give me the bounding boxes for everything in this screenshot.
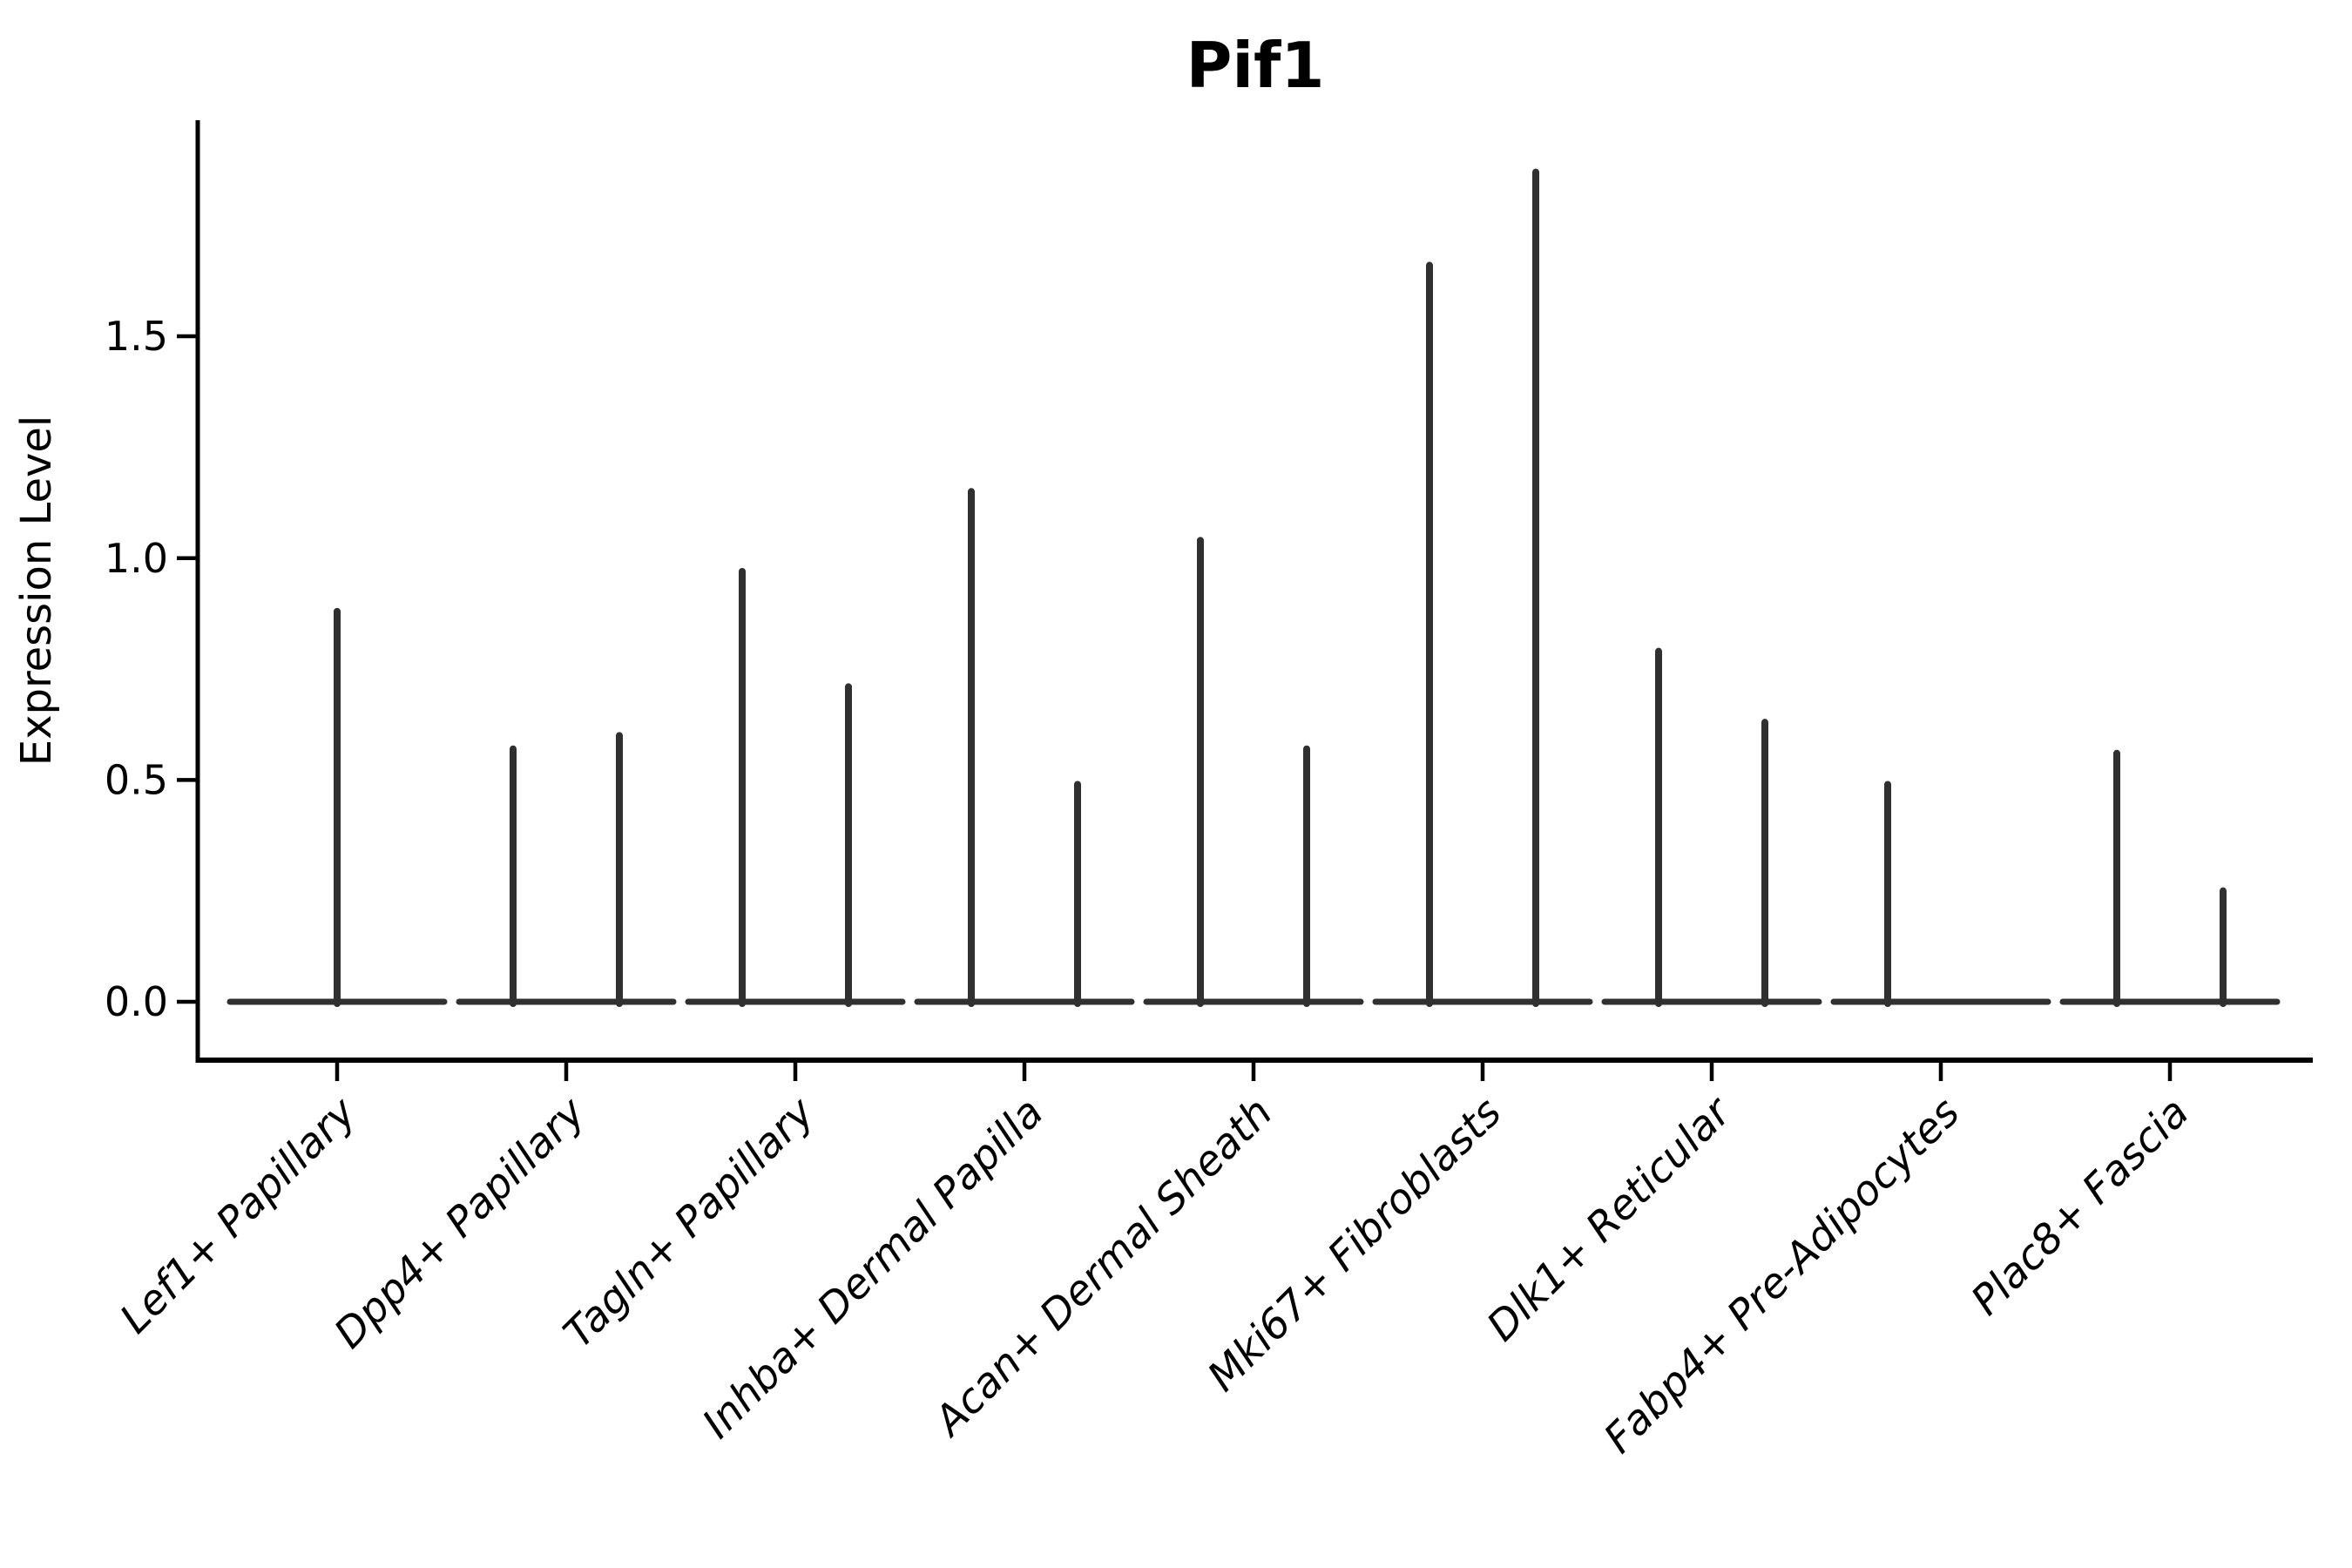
violin-group [2059,749,2281,1007]
x-axis-category-label: Plac8+ Fascia [1962,1089,2198,1325]
y-tick-label: 1.5 [105,313,168,360]
y-axis-label: Expression Level [12,416,61,767]
violin-group [1372,168,1593,1007]
violin-group [456,732,677,1007]
x-axis-category-label: Lef1+ Papillary [111,1088,366,1343]
violin-group [1601,647,1822,1007]
y-tick-label: 0.0 [105,978,168,1025]
y-tick-label: 1.0 [105,535,168,582]
violin-group [226,607,448,1007]
violins-layer [226,168,2281,1007]
violin-group [1830,781,2051,1007]
y-tick-label: 0.5 [105,756,168,803]
violin-group [914,488,1135,1007]
violin-group [1143,537,1364,1007]
x-axis-category-label: Dpp4+ Papillary [325,1088,595,1358]
x-axis-category-label: Tagln+ Papillary [555,1088,825,1358]
x-axis-category-label: Dlk1+ Reticular [1478,1087,1742,1351]
chart-title: Pif1 [1186,29,1325,102]
violin-group [685,567,906,1007]
